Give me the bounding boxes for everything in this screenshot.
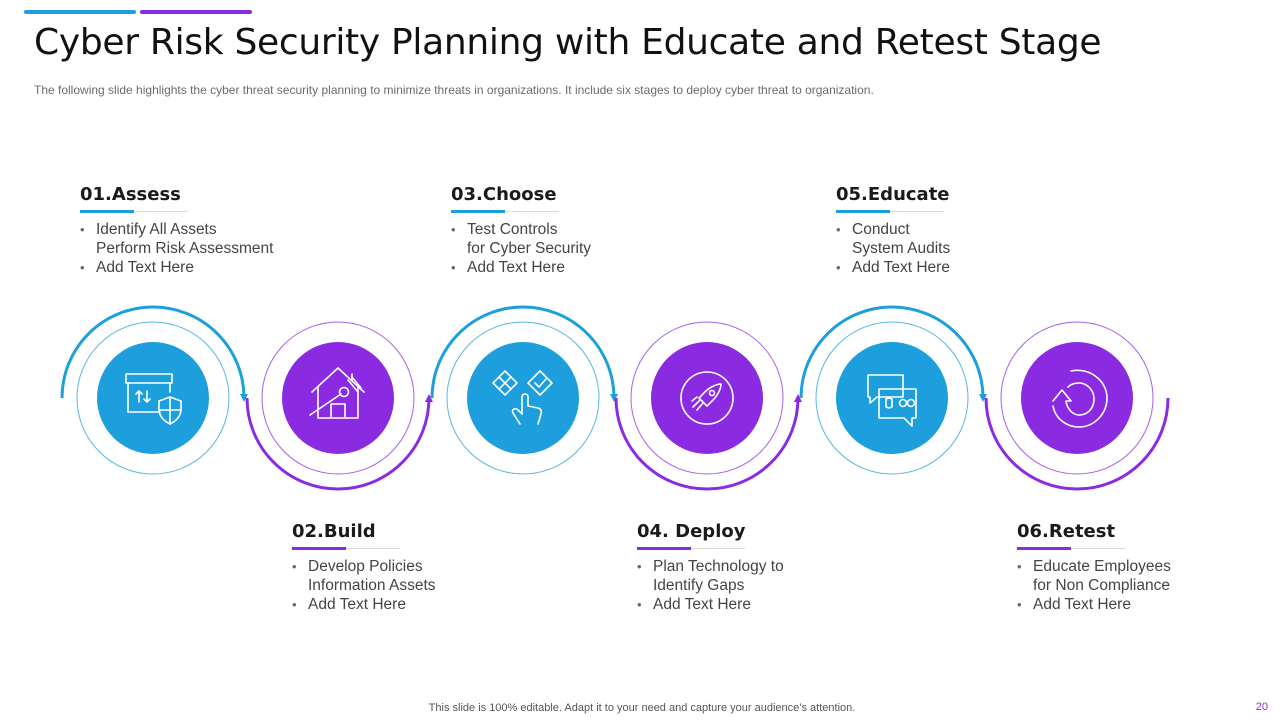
stage-4-arc xyxy=(614,394,802,491)
stage-3-node xyxy=(430,305,618,475)
stage-1-arc xyxy=(60,305,248,402)
stage-2-heading: 02.Build xyxy=(292,521,376,542)
bullet-item: Test Controls for Cyber Security xyxy=(451,220,691,258)
stage-3-text: 03.Choose Test Controls for Cyber Securi… xyxy=(451,184,691,277)
stage-6-heading: 06.Retest xyxy=(1017,521,1116,542)
stage-4-node xyxy=(614,321,802,491)
bullet-item: Add Text Here xyxy=(292,595,532,614)
footer-note: This slide is 100% editable. Adapt it to… xyxy=(428,702,856,714)
stage-5-arc xyxy=(799,305,987,402)
stage-5-heading: 05.Educate xyxy=(836,184,950,205)
bullet-item: Add Text Here xyxy=(637,595,877,614)
stage-6-underline xyxy=(1017,547,1125,550)
stage-5-underline xyxy=(836,210,944,213)
bullet-item: Add Text Here xyxy=(836,258,1076,277)
chat-bubbles-icon xyxy=(867,374,917,427)
choice-hand-icon xyxy=(492,370,553,425)
stage-4-underline xyxy=(637,547,745,550)
page-number: 20 xyxy=(1255,701,1268,713)
stage-2-arc xyxy=(245,394,433,491)
bullet-item: Add Text Here xyxy=(80,258,320,277)
bullet-item: Add Text Here xyxy=(1017,595,1257,614)
stage-3-heading: 03.Choose xyxy=(451,184,557,205)
stage-3-arc xyxy=(430,305,618,402)
stage-1-heading: 01.Assess xyxy=(80,184,181,205)
stage-1-node xyxy=(60,305,248,475)
bullet-item: Add Text Here xyxy=(451,258,691,277)
stage-5-node xyxy=(799,305,987,475)
stage-6-arc xyxy=(984,397,1170,491)
house-wrench-icon xyxy=(309,367,365,419)
stage-2-underline xyxy=(292,547,400,550)
stage-2-node xyxy=(245,321,433,491)
page-subtitle: The following slide highlights the cyber… xyxy=(34,83,874,97)
stage-4-heading: 04. Deploy xyxy=(637,521,746,542)
checklist-shield-icon xyxy=(125,373,182,425)
rocket-target-icon xyxy=(680,371,734,425)
stage-3-underline xyxy=(451,210,559,213)
stage-6-node xyxy=(984,321,1170,491)
stage-1-underline xyxy=(80,210,188,213)
accent-bar-purple xyxy=(140,10,252,14)
stage-3-bullets: Test Controls for Cyber Security Add Tex… xyxy=(451,220,691,277)
refresh-arrow-icon xyxy=(1052,369,1108,428)
page-title: Cyber Risk Security Planning with Educat… xyxy=(34,22,1102,63)
accent-bar-blue xyxy=(24,10,136,14)
